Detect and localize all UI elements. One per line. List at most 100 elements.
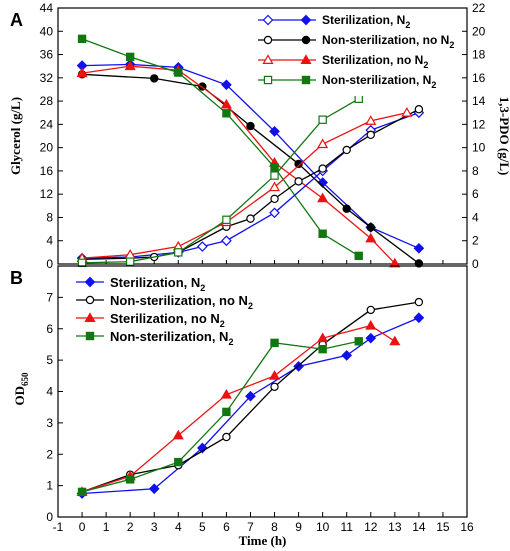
y2-tick-label-a: 8	[472, 164, 479, 178]
glycerol-point-nonsterN2	[222, 109, 231, 118]
legend-a-open-marker	[263, 75, 273, 85]
glycerol-line-sterNoN2	[81, 65, 396, 264]
od-point-nonsterN2	[125, 475, 135, 484]
od-point-nonsterN2	[318, 344, 327, 354]
legend-a-open-marker	[263, 35, 273, 45]
legend-b-marker	[84, 276, 96, 288]
od-point-sterN2	[413, 312, 425, 324]
y-axis-label-a: Glycerol (g/L)	[8, 97, 23, 175]
legend-a-bg	[258, 12, 430, 96]
od-point-nonsterNoN2	[222, 432, 231, 442]
od-point-nonsterNoN2	[414, 297, 424, 307]
od-point-sterNoN2	[389, 335, 401, 346]
glycerol-point-sterNoN2	[389, 257, 401, 268]
y-axis-label-b: OD650	[12, 372, 30, 406]
od-point-nonsterN2	[354, 337, 363, 346]
x-tick-label-b: 10	[316, 520, 330, 534]
y-tick-label-b: 5	[46, 353, 53, 367]
y-tick-label-a: 40	[40, 24, 54, 38]
glycerol-point-sterNoN2	[220, 98, 232, 109]
legend-b-label: Sterilization, N2	[110, 275, 205, 293]
glycerol-point-nonsterN2	[270, 163, 279, 172]
x-tick-label-b: 11	[340, 520, 353, 534]
y-tick-label-a: 0	[46, 257, 53, 271]
x-tick-label-b: -1	[53, 520, 64, 534]
x-tick-label-b: 13	[388, 520, 402, 534]
y2-axis-label-a: 1,3-PDO (g/L)	[497, 97, 510, 176]
glycerol-point-sterNoN2	[76, 67, 88, 78]
x-tick-label-b: 14	[412, 520, 426, 534]
y2-tick-label-a: 20	[472, 24, 486, 38]
x-tick-label-b: 15	[436, 520, 450, 534]
glycerol-point-nonsterN2	[174, 68, 183, 77]
od-point-sterNoN2	[220, 388, 232, 399]
pdo-point-nonsterN2	[125, 257, 135, 266]
legend-a-filled-marker	[300, 14, 312, 26]
y2-tick-label-a: 22	[472, 1, 486, 15]
x-axis-label-b: Time (h)	[239, 533, 287, 548]
legend-a: Sterilization, N2 Non-sterilization, no N…	[258, 12, 454, 96]
panel-a: A048121620242832364044024681012141618202…	[8, 1, 510, 271]
pdo-line-sterNoN2	[82, 112, 407, 259]
y-tick-label-b: 3	[46, 416, 53, 430]
glycerol-line-sterN2	[82, 63, 420, 249]
legend-b-label: Non-sterilization, N2	[110, 329, 233, 347]
panel-label-a: A	[10, 10, 23, 30]
od-point-sterN2	[245, 390, 256, 402]
x-tick-label-b: 2	[127, 520, 134, 534]
glycerol-point-nonsterN2	[318, 229, 327, 238]
legend-a-filled-marker	[300, 54, 312, 64]
glycerol-point-nonsterNoN2	[366, 223, 375, 232]
y-tick-label-a: 4	[46, 234, 53, 248]
glycerol-point-nonsterNoN2	[414, 259, 424, 268]
x-tick-label-b: 1	[103, 520, 110, 534]
y2-tick-label-a: 6	[472, 187, 479, 201]
pdo-point-nonsterNoN2	[270, 194, 279, 204]
glycerol-line-nonsterNoN2	[82, 73, 420, 264]
y2-tick-label-a: 12	[472, 117, 486, 131]
x-tick-label-b: 3	[151, 520, 158, 534]
legend-a-open-marker	[262, 54, 274, 64]
pdo-point-nonsterNoN2	[414, 105, 424, 114]
legend-b-marker	[85, 295, 95, 305]
pdo-point-nonsterN2	[318, 115, 327, 124]
legend-b-marker	[85, 331, 95, 341]
legend-a-label: Non-sterilization, N2	[322, 73, 436, 90]
od-point-sterN2	[148, 483, 160, 495]
od-point-sterN2	[341, 350, 353, 361]
glycerol-point-sterN2	[221, 79, 232, 91]
od-line-nonsterN2	[81, 340, 359, 493]
y2-tick-label-a: 2	[472, 234, 479, 248]
legend-b-marker	[84, 312, 96, 322]
y-tick-label-a: 20	[40, 141, 54, 155]
pdo-point-nonsterN2	[354, 94, 363, 103]
x-tick-label-b: 12	[364, 520, 378, 534]
x-tick-label-b: 4	[175, 520, 182, 534]
y2-tick-label-a: 0	[472, 257, 479, 271]
legend-a-label: Sterilization, no N2	[322, 53, 428, 70]
legend-a-label: Non-sterilization, no N2	[322, 33, 454, 50]
pdo-point-nonsterN2	[174, 248, 183, 257]
x-tick-label-b: 16	[460, 520, 474, 534]
od-point-nonsterNoN2	[270, 382, 279, 391]
plot-frame-a	[57, 7, 468, 265]
od-point-nonsterN2	[270, 338, 279, 348]
x-tick-label-b: 7	[247, 520, 254, 534]
pdo-point-nonsterN2	[222, 215, 231, 224]
pdo-point-sterNoN2	[401, 107, 413, 117]
legend-a-filled-marker	[301, 35, 311, 45]
glycerol-point-sterNoN2	[317, 192, 329, 203]
od-point-sterN2	[365, 332, 377, 344]
y-tick-label-a: 32	[40, 71, 54, 85]
y-tick-label-a: 36	[40, 48, 54, 62]
glycerol-point-sterN2	[413, 242, 425, 254]
x-tick-label-b: 6	[223, 520, 230, 534]
y2-tick-label-a: 10	[472, 141, 486, 155]
y2-tick-label-a: 4	[472, 210, 479, 224]
pdo-point-nonsterNoN2	[342, 145, 351, 155]
x-tick-label-b: 0	[79, 520, 86, 534]
od-point-nonsterNoN2	[366, 305, 375, 315]
